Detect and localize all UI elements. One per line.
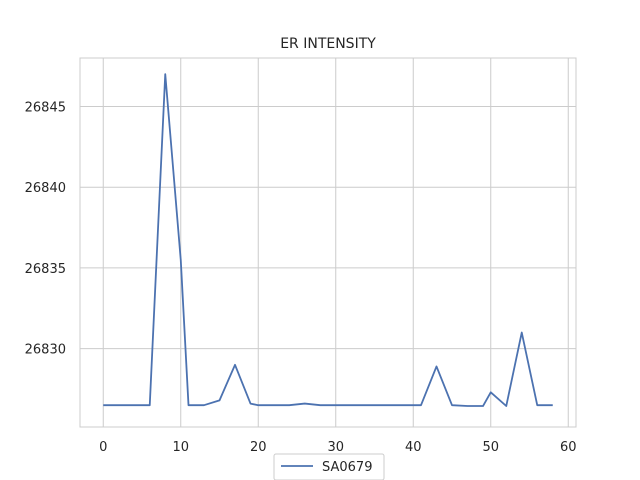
y-axis: 26830 26835 26840 26845 — [25, 100, 66, 357]
x-tick-label: 10 — [172, 440, 189, 455]
legend-label-sa0679: SA0679 — [322, 460, 372, 475]
x-axis: 0 10 20 30 40 50 60 — [99, 440, 576, 455]
y-tick-label: 26845 — [25, 100, 66, 115]
x-tick-label: 60 — [560, 440, 577, 455]
x-tick-label: 40 — [405, 440, 422, 455]
x-tick-label: 0 — [99, 440, 107, 455]
legend-box — [273, 453, 385, 480]
chart-title: ER INTENSITY — [280, 36, 376, 52]
y-tick-label: 26835 — [25, 262, 66, 277]
y-tick-label: 26840 — [25, 181, 66, 196]
x-tick-label: 20 — [250, 440, 267, 455]
plot-frame — [79, 57, 577, 428]
series-layer — [103, 73, 553, 407]
x-tick-label: 30 — [327, 440, 344, 455]
grid — [80, 58, 576, 427]
y-tick-label: 26830 — [25, 343, 66, 358]
legend: SA0679 — [273, 453, 385, 480]
x-tick-label: 50 — [482, 440, 499, 455]
series-line-sa0679 — [103, 73, 553, 407]
